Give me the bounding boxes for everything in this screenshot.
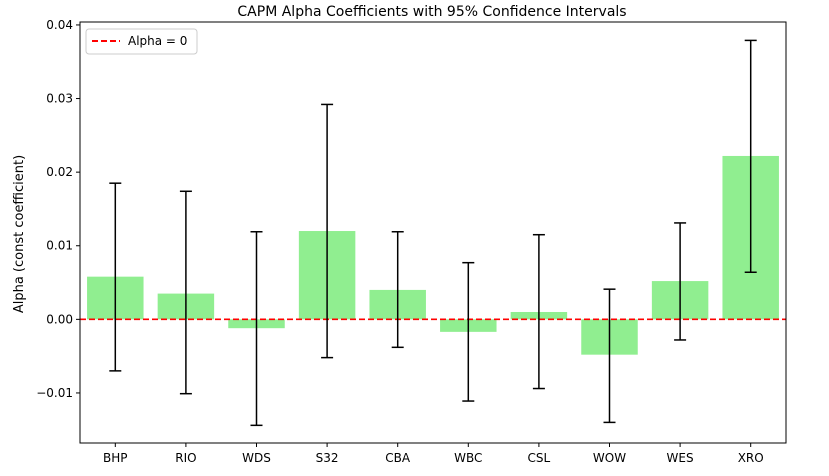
x-tick-label-csl: CSL bbox=[528, 451, 551, 465]
x-tick-label-wbc: WBC bbox=[454, 451, 482, 465]
y-tick-label: 0.00 bbox=[46, 312, 73, 326]
axes-frame bbox=[79, 21, 787, 444]
x-tick-label-rio: RIO bbox=[175, 451, 196, 465]
x-tick-label-s32: S32 bbox=[316, 451, 339, 465]
x-tick-label-wds: WDS bbox=[242, 451, 271, 465]
x-tick-label-bhp: BHP bbox=[103, 451, 128, 465]
y-tick-label: 0.04 bbox=[46, 18, 73, 32]
x-tick-label-cba: CBA bbox=[385, 451, 411, 465]
legend-frame bbox=[85, 28, 198, 55]
x-tick-label-wes: WES bbox=[667, 451, 694, 465]
x-tick-label-xro: XRO bbox=[738, 451, 764, 465]
x-tick-label-wow: WOW bbox=[593, 451, 626, 465]
chart-title: CAPM Alpha Coefficients with 95% Confide… bbox=[237, 4, 626, 20]
y-axis-title: Alpha (const coefficient) bbox=[12, 155, 27, 313]
y-tick-label: 0.03 bbox=[46, 92, 73, 106]
plot-area: −0.01 0.00 0.01 0.02 0.03 0.04 BHP RIO WDS S32 CBA… bbox=[36, 18, 787, 465]
y-tick-label: 0.01 bbox=[46, 239, 73, 253]
y-tick-label: 0.02 bbox=[46, 165, 73, 179]
legend-label-alpha-zero: Alpha = 0 bbox=[128, 34, 187, 48]
y-tick-label: −0.01 bbox=[36, 386, 73, 400]
legend: Alpha = 0 bbox=[85, 28, 198, 55]
